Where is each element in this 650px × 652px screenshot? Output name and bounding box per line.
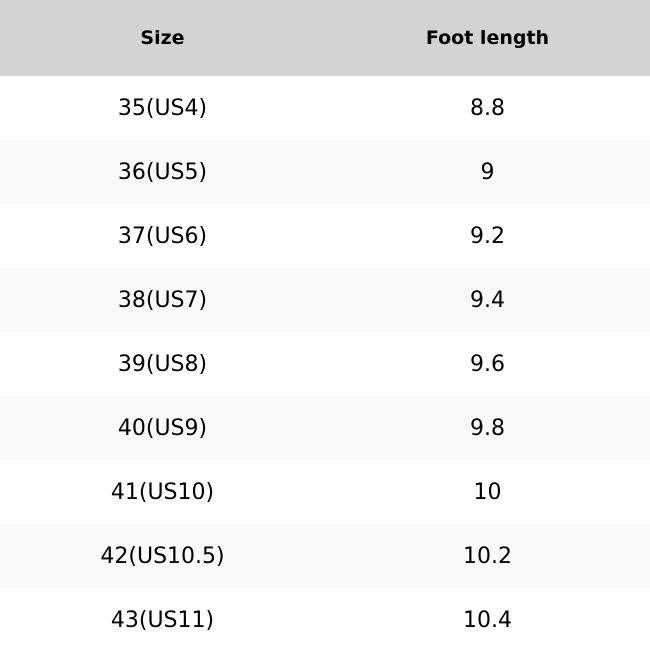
cell-foot-length: 10.2 <box>325 524 650 588</box>
cell-size: 43(US11) <box>0 588 325 652</box>
table-row: 37(US6) 9.2 <box>0 204 650 268</box>
cell-foot-length: 10 <box>325 460 650 524</box>
cell-foot-length: 9.6 <box>325 332 650 396</box>
table-row: 36(US5) 9 <box>0 140 650 204</box>
header-foot-length: Foot length <box>325 0 650 76</box>
cell-size: 38(US7) <box>0 268 325 332</box>
cell-foot-length: 9.8 <box>325 396 650 460</box>
cell-size: 35(US4) <box>0 76 325 140</box>
table-row: 42(US10.5) 10.2 <box>0 524 650 588</box>
table-row: 43(US11) 10.4 <box>0 588 650 652</box>
table-row: 35(US4) 8.8 <box>0 76 650 140</box>
table-header-row: Size Foot length <box>0 0 650 76</box>
cell-size: 37(US6) <box>0 204 325 268</box>
cell-foot-length: 10.4 <box>325 588 650 652</box>
cell-size: 41(US10) <box>0 460 325 524</box>
table-row: 38(US7) 9.4 <box>0 268 650 332</box>
cell-foot-length: 9.2 <box>325 204 650 268</box>
table-row: 39(US8) 9.6 <box>0 332 650 396</box>
cell-foot-length: 8.8 <box>325 76 650 140</box>
cell-size: 40(US9) <box>0 396 325 460</box>
table-row: 41(US10) 10 <box>0 460 650 524</box>
cell-size: 36(US5) <box>0 140 325 204</box>
cell-size: 39(US8) <box>0 332 325 396</box>
cell-foot-length: 9.4 <box>325 268 650 332</box>
cell-foot-length: 9 <box>325 140 650 204</box>
table-row: 40(US9) 9.8 <box>0 396 650 460</box>
cell-size: 42(US10.5) <box>0 524 325 588</box>
header-size: Size <box>0 0 325 76</box>
